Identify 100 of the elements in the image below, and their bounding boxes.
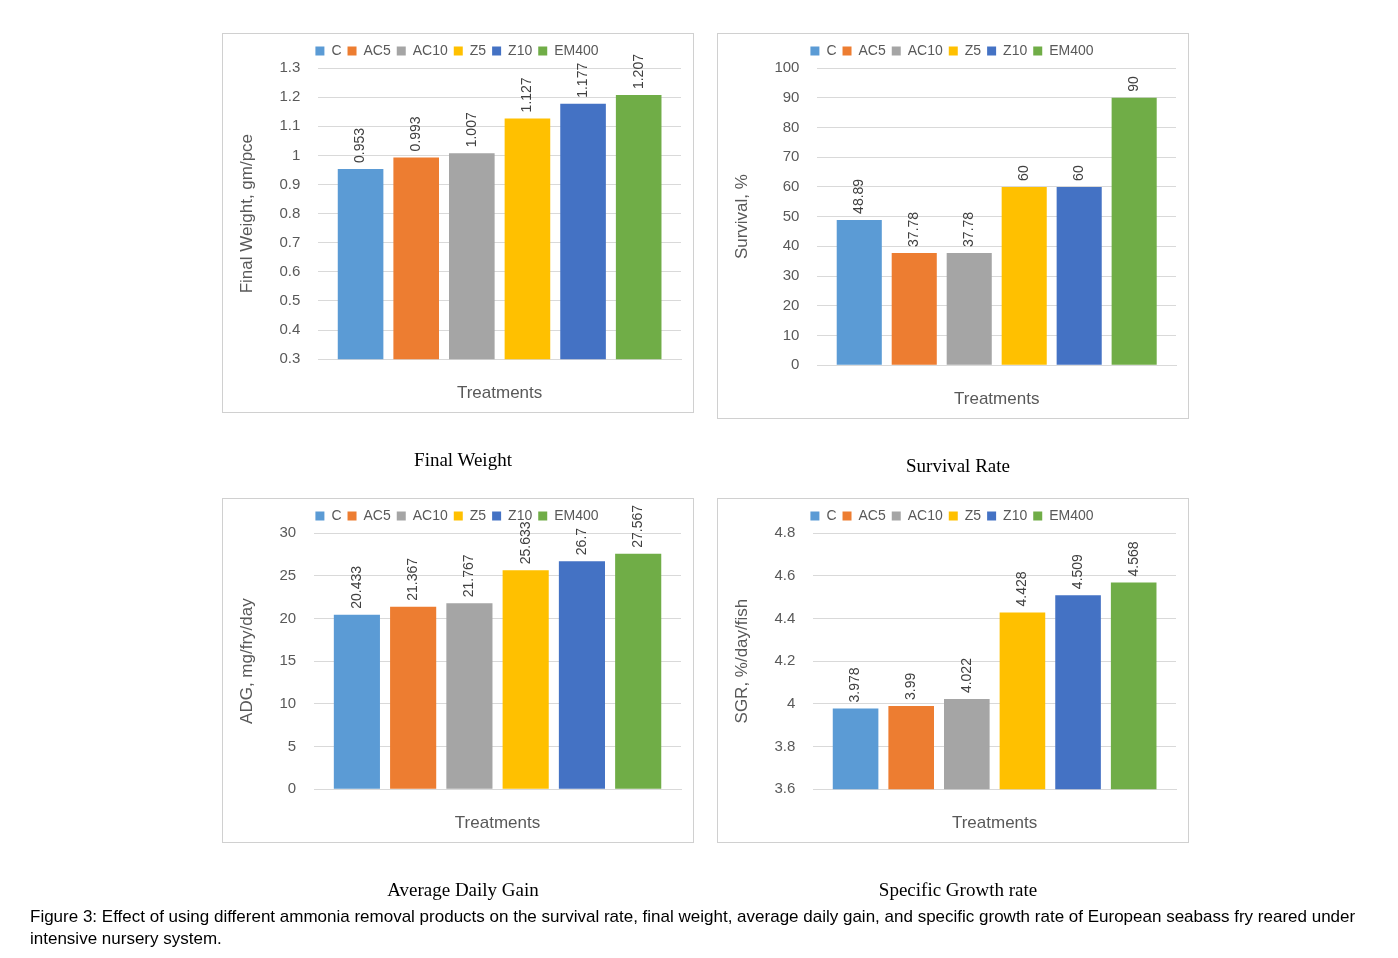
legend-label: EM400	[554, 506, 599, 523]
bar	[891, 252, 937, 365]
y-tick-label: 10	[279, 693, 297, 711]
y-tick-label: 4.8	[774, 523, 796, 541]
legend-label: AC5	[858, 41, 886, 58]
y-tick-label: 4.2	[774, 651, 796, 669]
bar	[390, 606, 437, 789]
data-label: 37.78	[905, 211, 922, 247]
text: Average Daily Gain	[386, 879, 540, 901]
y-tick-label: 70	[782, 147, 800, 165]
legend-label: C	[331, 41, 342, 58]
caption: Figure 3: Effect of using different ammonia removal products on the survival rate, final weight, average daily gain, and specific growth rate of European seabass fry reared under intensive nursery system.	[30, 906, 1357, 950]
legend-label: AC5	[363, 41, 391, 58]
legend-label: AC10	[412, 41, 448, 58]
data-label: 3.978	[846, 667, 863, 703]
y-axis-title: ADG, mg/fry/day	[236, 597, 256, 724]
data-label: 27.567	[629, 504, 646, 548]
data-label: 1.207	[629, 53, 646, 90]
bar	[502, 570, 549, 789]
y-tick-label: 30	[279, 523, 297, 541]
y-tick-label: 20	[782, 295, 800, 313]
data-label: 21.367	[404, 557, 421, 601]
y-tick-label: 20	[279, 608, 297, 626]
legend-label: Z10	[1003, 506, 1028, 523]
legend-label: AC10	[412, 506, 448, 523]
y-tick-label: 4	[786, 693, 796, 711]
bar	[446, 603, 493, 789]
legend-label: EM400	[1049, 506, 1094, 523]
data-label: 0.953	[351, 127, 368, 164]
legend-label: AC10	[907, 506, 943, 523]
y-axis-title: Survival, %	[731, 174, 751, 260]
y-tick-label: 1.1	[279, 116, 301, 134]
y-tick-label: 40	[782, 236, 800, 254]
y-axis-title: SGR, %/day/fish	[731, 598, 751, 724]
y-tick-label: 0.3	[279, 349, 301, 367]
legend-label: Z10	[1003, 41, 1028, 58]
y-axis-title: Final Weight, gm/pce	[236, 133, 256, 294]
y-tick-label: 10	[782, 325, 800, 343]
legend-label: AC5	[858, 506, 886, 523]
x-axis-title: Treatments	[951, 813, 1038, 833]
data-label: 26.7	[572, 527, 589, 556]
legend-label: Z10	[508, 41, 533, 58]
legend-label: C	[331, 506, 342, 523]
y-tick-label: 0.9	[279, 174, 301, 192]
data-label: 4.428	[1013, 571, 1030, 607]
data-label: 3.99	[902, 672, 919, 700]
bar	[615, 553, 662, 789]
bar	[1001, 186, 1047, 365]
x-axis-title: Treatments	[954, 389, 1040, 409]
y-tick-label: 30	[782, 266, 800, 284]
y-tick-label: 1.3	[279, 58, 301, 76]
bar	[946, 252, 992, 365]
y-tick-label: 4.4	[774, 608, 796, 626]
legend-label: EM400	[1049, 41, 1094, 58]
legend-label: C	[826, 41, 837, 58]
legend-label: C	[826, 506, 837, 523]
legend-label: Z5	[964, 41, 982, 58]
data-label: 21.767	[460, 554, 477, 598]
y-tick-label: 0	[791, 355, 800, 373]
data-label: 4.022	[957, 657, 974, 694]
legend-label: Z10	[508, 506, 533, 523]
bar	[1056, 186, 1102, 365]
y-tick-label: 4.6	[774, 565, 796, 583]
x-axis-title: Treatments	[456, 383, 543, 403]
legend-label: Z5	[964, 506, 982, 523]
y-tick-label: 80	[782, 117, 800, 135]
legend-label: AC5	[363, 506, 391, 523]
text: Survival Rate	[905, 455, 1011, 477]
y-tick-label: 25	[279, 565, 297, 583]
data-label: 48.89	[850, 178, 867, 214]
data-label: 4.568	[1124, 541, 1141, 577]
data-label: 1.127	[518, 77, 535, 113]
y-tick-label: 90	[782, 87, 800, 105]
data-label: 0.993	[407, 116, 424, 152]
y-tick-label: 0.8	[279, 203, 301, 221]
y-tick-label: 3.8	[774, 736, 796, 754]
y-tick-label: 50	[782, 206, 800, 224]
y-tick-label: 0.6	[279, 261, 301, 279]
legend-label: EM400	[554, 41, 599, 58]
bar	[836, 219, 882, 365]
legend-label: AC10	[907, 41, 943, 58]
data-label: 1.177	[573, 62, 590, 98]
data-label: 37.78	[960, 211, 977, 247]
data-label: 1.007	[462, 112, 479, 148]
data-label: 60	[1015, 165, 1032, 181]
data-label: 60	[1070, 165, 1087, 181]
y-tick-label: 3.6	[774, 779, 796, 797]
bar	[1111, 97, 1157, 365]
y-tick-label: 15	[279, 651, 297, 669]
text: Final Weight	[413, 449, 513, 471]
data-label: 90	[1125, 75, 1142, 92]
x-axis-title: Treatments	[454, 813, 541, 833]
y-tick-label: 0.7	[279, 232, 301, 250]
y-tick-label: 0.5	[279, 291, 301, 309]
y-tick-label: 100	[774, 58, 800, 76]
data-label: 20.433	[347, 565, 364, 609]
legend-label: Z5	[469, 506, 487, 523]
text: Specific Growth rate	[877, 879, 1039, 901]
data-label: 25.633	[516, 521, 533, 565]
data-label: 4.509	[1068, 553, 1085, 590]
